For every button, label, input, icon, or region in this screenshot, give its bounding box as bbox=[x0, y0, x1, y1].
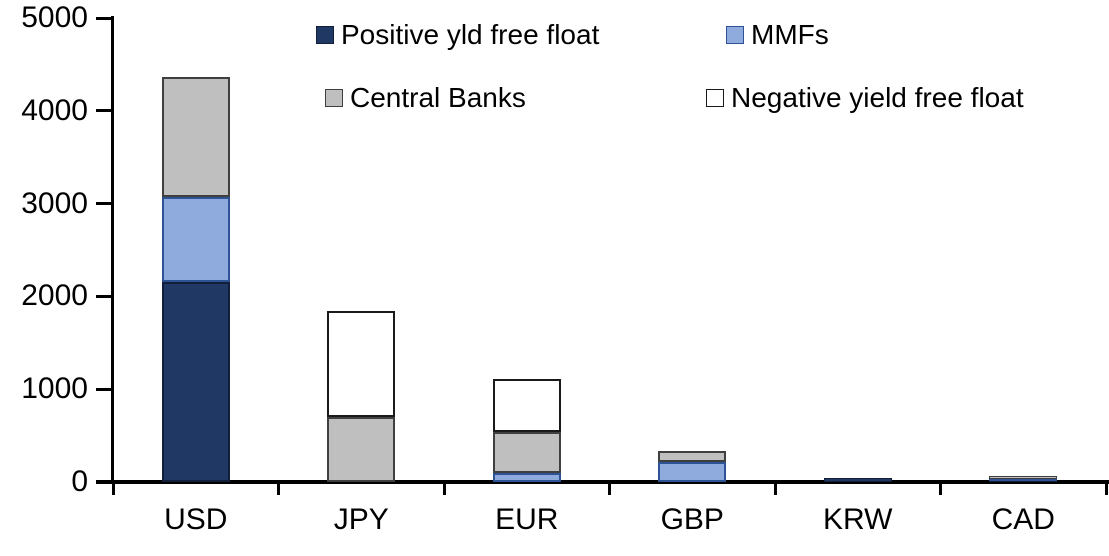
bar-segment-jpy-negative-yield-free-float bbox=[327, 311, 396, 418]
x-axis-category-label-usd: USD bbox=[164, 503, 228, 536]
y-axis-line bbox=[110, 16, 114, 482]
bar-segment-krw-positive-yld-free-float bbox=[823, 478, 892, 482]
y-tick-mark bbox=[96, 202, 113, 206]
legend-swatch-positive-yld-free-float bbox=[316, 26, 334, 44]
y-axis-tick-label: 3000 bbox=[21, 186, 88, 220]
bar-segment-usd-mmfs bbox=[161, 196, 230, 283]
y-tick-mark bbox=[96, 16, 113, 20]
legend-item-negative-yield-free-float: Negative yield free float bbox=[706, 81, 1024, 115]
y-tick-mark bbox=[96, 109, 113, 113]
x-tick-mark bbox=[442, 482, 446, 495]
x-tick-mark bbox=[277, 482, 280, 495]
legend-label-positive-yld-free-float: Positive yld free float bbox=[341, 19, 600, 50]
bar-segment-cad-mmfs bbox=[989, 478, 1058, 481]
bar-segment-jpy-central-banks bbox=[327, 417, 396, 482]
x-tick-mark bbox=[608, 482, 611, 495]
bar-segment-gbp-mmfs bbox=[658, 462, 727, 482]
bar-segment-usd-central-banks bbox=[161, 77, 230, 197]
y-axis-tick-label: 2000 bbox=[21, 279, 88, 313]
legend-item-positive-yld-free-float: Positive yld free float bbox=[316, 18, 599, 52]
x-tick-mark bbox=[773, 482, 777, 495]
x-axis-category-label-eur: EUR bbox=[495, 503, 559, 536]
legend-label-negative-yield-free-float: Negative yield free float bbox=[731, 82, 1024, 113]
legend-label-mmfs: MMFs bbox=[751, 19, 829, 50]
legend-label-central-banks: Central Banks bbox=[350, 82, 526, 113]
legend-swatch-mmfs bbox=[726, 26, 744, 44]
x-axis-line bbox=[96, 480, 1109, 484]
bar-segment-eur-central-banks bbox=[492, 431, 561, 473]
x-axis-category-label-cad: CAD bbox=[991, 503, 1055, 536]
legend-item-mmfs: MMFs bbox=[726, 18, 829, 52]
y-tick-mark bbox=[96, 480, 113, 484]
y-axis-tick-label: 5000 bbox=[21, 1, 88, 34]
bar-segment-gbp-central-banks bbox=[658, 451, 727, 463]
y-axis-tick-label: 4000 bbox=[21, 93, 88, 127]
y-tick-mark bbox=[96, 387, 113, 391]
x-tick-mark bbox=[111, 482, 115, 495]
x-tick-mark bbox=[1104, 482, 1108, 495]
y-axis-tick-label: 0 bbox=[71, 465, 88, 498]
y-axis-tick-label: 1000 bbox=[21, 372, 88, 406]
legend-item-central-banks: Central Banks bbox=[325, 81, 526, 115]
legend-swatch-central-banks bbox=[325, 89, 343, 107]
x-axis-category-label-krw: KRW bbox=[823, 503, 893, 536]
y-tick-mark bbox=[96, 294, 113, 298]
x-tick-mark bbox=[939, 482, 942, 495]
bar-segment-usd-positive-yld-free-float bbox=[161, 282, 230, 482]
bar-segment-eur-mmfs bbox=[492, 472, 561, 482]
bar-segment-eur-negative-yield-free-float bbox=[492, 378, 561, 432]
x-axis-category-label-jpy: JPY bbox=[333, 503, 389, 536]
bar-segment-cad-central-banks bbox=[989, 476, 1058, 479]
x-axis-category-label-gbp: GBP bbox=[660, 503, 724, 536]
legend-swatch-negative-yield-free-float bbox=[706, 89, 724, 107]
